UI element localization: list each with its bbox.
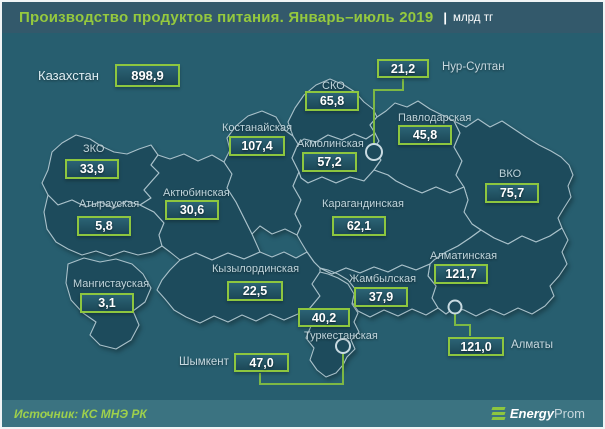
region-value-turkestan: 40,2 xyxy=(298,308,350,327)
connector-almaty xyxy=(454,314,471,336)
city-label-nur-sultan: Нур-Султан xyxy=(442,61,505,73)
brand-prom: Prom xyxy=(553,406,585,421)
city-label-shymkent: Шымкент xyxy=(179,356,229,368)
city-value-shymkent: 47,0 xyxy=(234,353,289,372)
header-bar: Производство продуктов питания. Январь–и… xyxy=(2,2,603,33)
region-label-almaty-oblast: Алматинская xyxy=(430,250,498,262)
city-value-nur-sultan: 21,2 xyxy=(377,59,429,78)
unit-label: млрд тг xyxy=(453,11,494,24)
country-value-box: 898,9 xyxy=(115,64,180,87)
region-value-aktobe: 30,6 xyxy=(165,200,219,220)
country-label: Казахстан xyxy=(38,68,99,83)
region-label-zhambyl: Жамбылская xyxy=(349,273,417,285)
region-value-sko: 65,8 xyxy=(305,91,359,111)
region-value-mangystau: 3,1 xyxy=(80,293,134,313)
almaty-marker xyxy=(447,299,463,315)
region-value-pavlodar: 45,8 xyxy=(398,125,452,145)
city-label-almaty: Алматы xyxy=(511,339,553,351)
region-label-sko: СКО xyxy=(322,80,345,92)
source-label: Источник: КС МНЭ РК xyxy=(14,406,147,421)
region-value-vko: 75,7 xyxy=(485,183,539,203)
shymkent-marker xyxy=(335,338,351,354)
connector-shymkent xyxy=(259,354,344,385)
region-value-zhambyl: 37,9 xyxy=(354,287,408,307)
region-value-zko: 33,9 xyxy=(65,159,119,179)
region-value-kostanay: 107,4 xyxy=(229,136,285,156)
region-label-mangystau: Мангистауская xyxy=(73,278,150,290)
region-label-kyzylorda: Кызылординская xyxy=(212,263,300,275)
region-label-vko: ВКО xyxy=(499,168,522,180)
region-label-turkestan: Туркестанская xyxy=(304,330,378,342)
region-value-karaganda: 62,1 xyxy=(332,216,386,236)
region-label-pavlodar: Павлодарская xyxy=(398,112,472,124)
region-label-zko: ЗКО xyxy=(83,143,105,155)
page-title: Производство продуктов питания. Январь–и… xyxy=(19,9,434,26)
energyprom-bars-icon xyxy=(491,407,506,420)
region-label-aktobe: Актюбинская xyxy=(163,187,230,199)
region-value-almaty-oblast: 121,7 xyxy=(434,264,488,284)
energyprom-logo: Energy Prom xyxy=(491,406,585,421)
city-value-almaty: 121,0 xyxy=(448,337,504,356)
map-area: Казахстан 898,9 СКО Костанайская Акмолин… xyxy=(2,33,603,400)
nur-sultan-marker xyxy=(365,143,383,161)
footer-bar: Источник: КС МНЭ РК Energy Prom xyxy=(2,400,603,427)
region-label-akmola: Акмолинская xyxy=(297,138,364,150)
connector-nur-sultan xyxy=(373,79,404,143)
region-label-karaganda: Карагандинская xyxy=(322,198,404,210)
region-value-akmola: 57,2 xyxy=(302,152,357,172)
brand-energy: Energy xyxy=(509,406,554,421)
region-label-kostanay: Костанайская xyxy=(222,122,293,134)
unit-separator: | xyxy=(443,10,448,25)
region-value-atyrau: 5,8 xyxy=(77,216,131,236)
region-value-kyzylorda: 22,5 xyxy=(227,281,283,301)
region-label-atyrau: Атырауская xyxy=(79,198,140,210)
